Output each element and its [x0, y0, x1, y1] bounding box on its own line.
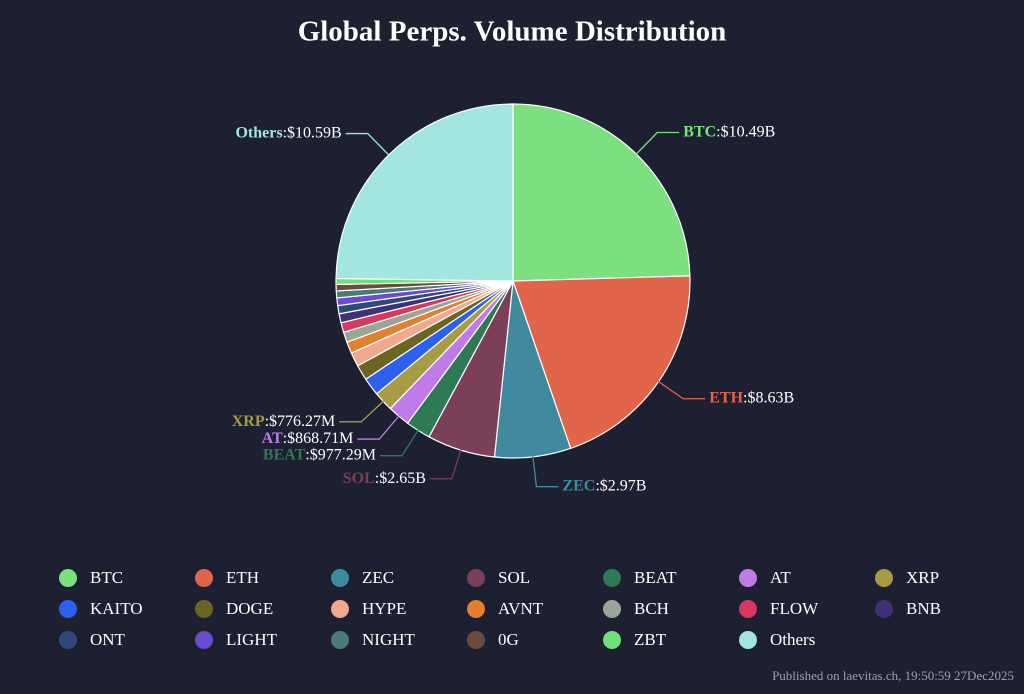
- legend-label: AT: [770, 568, 791, 587]
- legend-marker: [467, 631, 485, 649]
- legend-marker: [195, 569, 213, 587]
- slice-label: BEAT:$977.29M: [263, 446, 376, 463]
- slice-label-value: :$868.71M: [283, 430, 354, 447]
- legend-label: BEAT: [634, 568, 677, 587]
- leader-line: [643, 370, 706, 400]
- slice-label-name: BTC: [683, 123, 716, 140]
- legend-label: KAITO: [90, 599, 143, 618]
- legend-label: ETH: [226, 568, 259, 587]
- legend-label: Others: [770, 630, 815, 649]
- slice-label-value: :$10.59B: [283, 124, 342, 141]
- slice-label: ZEC:$2.97B: [562, 477, 646, 494]
- leader-line: [345, 132, 402, 169]
- legend-marker: [59, 600, 77, 618]
- slice-label-name: XRP: [232, 412, 265, 429]
- legend-label: XRP: [906, 568, 939, 587]
- legend-marker: [59, 569, 77, 587]
- legend-label: ZEC: [362, 568, 394, 587]
- footer: Published on laevitas.ch, 19:50:59 27Dec…: [772, 668, 1014, 683]
- leader-line: [429, 432, 467, 480]
- slice-label-value: :$2.65B: [375, 469, 426, 486]
- leader-line: [339, 388, 397, 423]
- legend-marker: [195, 600, 213, 618]
- slice-label-name: ETH: [709, 389, 743, 406]
- legend-label: 0G: [498, 630, 519, 649]
- legend-label: FLOW: [770, 599, 819, 618]
- slice-label: Others:$10.59B: [235, 124, 341, 141]
- legend-marker: [875, 569, 893, 587]
- legend-marker: [331, 631, 349, 649]
- pie-slice: [335, 103, 514, 282]
- leader-line: [623, 131, 680, 168]
- legend-marker: [331, 600, 349, 618]
- legend-marker: [331, 569, 349, 587]
- legend-marker: [59, 631, 77, 649]
- slice-label-value: :$10.49B: [716, 123, 775, 140]
- legend-label: SOL: [498, 568, 530, 587]
- pie-slice: [512, 103, 691, 282]
- legend-label: BNB: [906, 599, 941, 618]
- slice-label-value: :$8.63B: [743, 389, 794, 406]
- legend-marker: [467, 569, 485, 587]
- legend-label: ONT: [90, 630, 126, 649]
- legend-marker: [195, 631, 213, 649]
- legend-label: LIGHT: [226, 630, 278, 649]
- legend-label: HYPE: [362, 599, 406, 618]
- legend-marker: [603, 569, 621, 587]
- slice-label: ETH:$8.63B: [709, 389, 794, 406]
- slice-label-name: AT: [262, 430, 283, 447]
- legend-marker: [739, 631, 757, 649]
- legend-marker: [739, 600, 757, 618]
- legend-marker: [739, 569, 757, 587]
- leader-line: [530, 438, 559, 488]
- slice-label-value: :$2.97B: [595, 477, 646, 494]
- slice-label: XRP:$776.27M: [232, 412, 336, 429]
- legend-label: ZBT: [634, 630, 667, 649]
- chart-title: Global Perps. Volume Distribution: [298, 16, 727, 48]
- slice-label: AT:$868.71M: [262, 430, 354, 447]
- leader-line: [357, 402, 411, 440]
- slice-label-value: :$776.27M: [265, 412, 336, 429]
- legend-label: BCH: [634, 599, 669, 618]
- slice-label: SOL:$2.65B: [343, 469, 426, 486]
- slice-label: BTC:$10.49B: [683, 123, 775, 140]
- legend-label: NIGHT: [362, 630, 415, 649]
- slice-label-name: SOL: [343, 469, 375, 486]
- legend-label: AVNT: [498, 599, 544, 618]
- legend-marker: [875, 600, 893, 618]
- legend-marker: [603, 600, 621, 618]
- legend-label: BTC: [90, 568, 123, 587]
- slice-label-value: :$977.29M: [305, 446, 376, 463]
- legend-marker: [467, 600, 485, 618]
- legend-label: DOGE: [226, 599, 273, 618]
- slice-label-name: ZEC: [562, 477, 595, 494]
- slice-label-name: BEAT: [263, 446, 306, 463]
- leader-line: [379, 414, 429, 457]
- slice-label-name: Others: [235, 124, 282, 141]
- legend-marker: [603, 631, 621, 649]
